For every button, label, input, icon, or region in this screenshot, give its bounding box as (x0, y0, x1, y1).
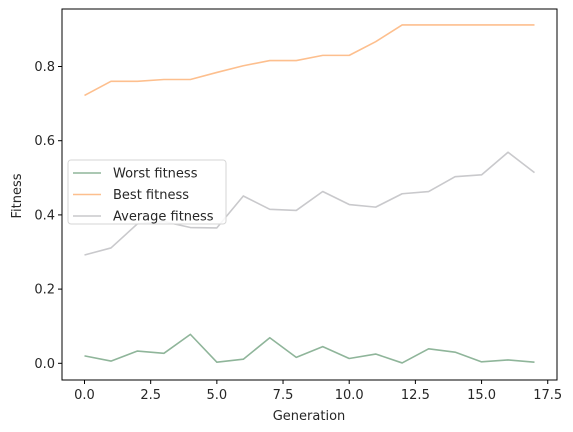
legend: Worst fitness Best fitness Average fitness (67, 159, 227, 225)
series-line-1 (84, 24, 535, 97)
series-line-0 (84, 333, 535, 364)
y-tick-label: 0.8 (34, 60, 55, 75)
y-axis-label: Fitness (10, 173, 25, 218)
x-tick-label: 17.5 (533, 388, 562, 403)
x-axis-label: Generation (273, 409, 346, 424)
x-tick-label: 2.5 (140, 388, 161, 403)
legend-label: Best fitness (113, 188, 189, 203)
x-tick-label: 15.0 (467, 388, 496, 403)
y-tick-label: 0.0 (34, 357, 55, 372)
legend-label: Worst fitness (113, 167, 198, 182)
x-tick-label: 12.5 (401, 388, 430, 403)
x-tick-label: 7.5 (273, 388, 294, 403)
y-tick-label: 0.2 (34, 283, 55, 298)
legend-label: Average fitness (113, 210, 214, 225)
axes: 0.0 2.5 5.0 7.5 10.0 12.5 15.0 17.5 0.0 0.2 0.4 0.6… (34, 8, 562, 403)
x-tick-label: 10.0 (335, 388, 364, 403)
y-tick-label: 0.6 (34, 134, 55, 149)
legend-box (67, 159, 227, 225)
y-tick-label: 0.4 (34, 208, 55, 223)
x-tick-label: 5.0 (207, 388, 228, 403)
plot-frame (61, 8, 558, 381)
x-tick-label: 0.0 (74, 388, 95, 403)
